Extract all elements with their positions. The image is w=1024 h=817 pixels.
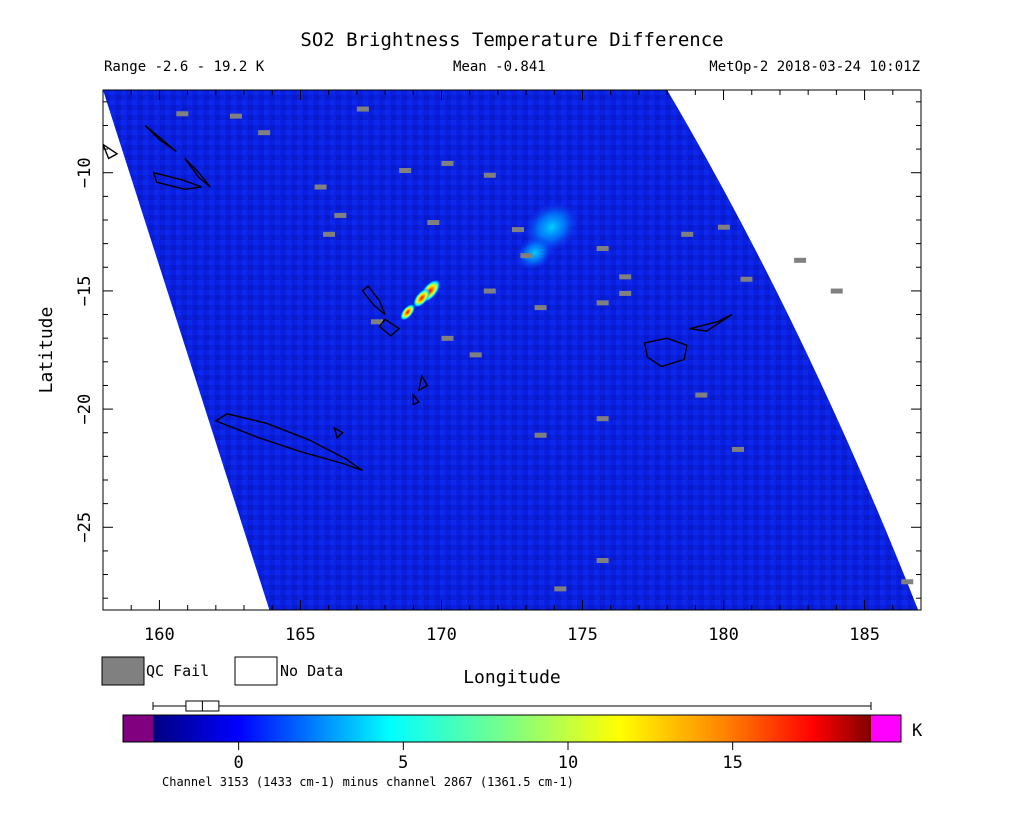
qc-fail-pixel xyxy=(732,446,745,452)
legend-qc-fail-label: QC Fail xyxy=(146,662,209,680)
colorbar-tick-label: 15 xyxy=(722,753,742,773)
colorbar-caption: Channel 3153 (1433 cm-1) minus channel 2… xyxy=(162,775,574,789)
qc-fail-pixel xyxy=(596,558,609,563)
colorbar-tick-label: 5 xyxy=(398,753,408,773)
coastlines xyxy=(103,124,733,472)
qc-fail-pixel xyxy=(483,172,496,178)
qc-fail-pixel xyxy=(427,220,440,225)
qc-fail-pixel xyxy=(441,335,454,341)
colorbar-ticks: 0 5 10 15 xyxy=(234,742,743,773)
qc-fail-pixel xyxy=(399,168,412,173)
y-axis-label: Latitude xyxy=(36,307,57,394)
so2-diffuse-patch-outer xyxy=(515,235,554,271)
qc-fail-pixel xyxy=(740,276,753,282)
subtitle-range: Range -2.6 - 19.2 K xyxy=(104,59,265,75)
chart-title: SO2 Brightness Temperature Difference xyxy=(300,29,723,51)
so2-plume-mid xyxy=(413,288,431,308)
qc-fail-pixel xyxy=(258,130,271,136)
subtitle-mean: Mean -0.841 xyxy=(453,59,546,75)
qc-fail-pixel xyxy=(334,212,347,218)
qc-fail-pixel xyxy=(901,579,914,585)
qc-fail-pixel xyxy=(483,288,496,294)
qc-fail-pixel xyxy=(596,246,609,251)
qc-fail-pixel xyxy=(596,416,609,422)
coastline xyxy=(152,171,202,191)
y-tick-label: −25 xyxy=(75,512,95,543)
colorbar-unit: K xyxy=(912,721,923,741)
qc-fail-pixel xyxy=(314,184,327,190)
colorbar-under xyxy=(123,715,153,742)
plot-frame xyxy=(102,89,922,611)
x-tick-label: 160 xyxy=(144,625,175,645)
coastline xyxy=(378,318,401,337)
x-tick-label: 180 xyxy=(708,625,739,645)
coastline xyxy=(184,158,211,188)
y-tick-label: −10 xyxy=(75,157,95,188)
qc-fail-pixel xyxy=(520,253,533,259)
legend-no-data-swatch xyxy=(234,656,278,686)
x-tick-label: 165 xyxy=(285,625,316,645)
qc-fail-pixel xyxy=(534,305,547,311)
qc-fail-pixel xyxy=(229,113,242,119)
colorbar-tick-label: 10 xyxy=(558,753,578,773)
coastline xyxy=(643,337,688,368)
qc-fail-pixel xyxy=(469,352,482,358)
qc-fail-pixel xyxy=(441,160,454,166)
qc-fail-pixel xyxy=(717,224,730,230)
colorbar-over xyxy=(871,715,901,742)
so2-features xyxy=(400,200,580,321)
qc-fail-pixels xyxy=(176,106,914,592)
colorbar-boxplot xyxy=(152,700,872,712)
coastline xyxy=(689,313,733,332)
x-tick-label: 175 xyxy=(567,625,598,645)
qc-fail-pixel xyxy=(619,274,632,280)
qc-fail-pixel xyxy=(619,290,632,296)
qc-fail-pixel xyxy=(830,288,843,294)
qc-fail-pixel xyxy=(176,111,189,117)
qc-fail-pixel xyxy=(596,300,609,306)
x-tick-label: 170 xyxy=(426,625,457,645)
colorbar-tick-label: 0 xyxy=(234,753,244,773)
coastline xyxy=(144,124,177,153)
qc-fail-pixel xyxy=(356,106,369,112)
coastline xyxy=(412,392,421,406)
subtitle-source: MetOp-2 2018-03-24 10:01Z xyxy=(709,59,920,75)
swath-data xyxy=(103,90,919,610)
qc-fail-pixel xyxy=(370,319,383,325)
coastline xyxy=(333,426,345,439)
so2-plume-tail xyxy=(400,303,416,321)
x-axis-label: Longitude xyxy=(463,667,561,688)
legend-qc-fail-swatch xyxy=(101,656,145,686)
coastline xyxy=(417,374,429,392)
y-tick-label: −15 xyxy=(75,276,95,307)
legend-no-data-label: No Data xyxy=(280,662,343,680)
x-tick-label: 185 xyxy=(849,625,880,645)
y-tick-label: −20 xyxy=(75,394,95,425)
coastline xyxy=(103,143,119,160)
colorbar-frame xyxy=(122,714,902,743)
qc-fail-pixel xyxy=(554,586,567,592)
qc-fail-pixel xyxy=(323,231,336,237)
plot-area xyxy=(103,90,919,610)
coastline xyxy=(214,413,363,472)
x-axis: 160 165 170 175 180 185 xyxy=(102,90,922,645)
qc-fail-pixel xyxy=(695,392,708,398)
qc-fail-pixel xyxy=(681,231,694,237)
y-axis: −10 −15 −20 −25 xyxy=(75,101,921,599)
qc-fail-pixel xyxy=(534,432,547,438)
coastline xyxy=(361,285,386,316)
qc-fail-pixel xyxy=(794,257,807,263)
colorbar xyxy=(153,715,871,742)
qc-fail-pixel xyxy=(512,227,524,233)
